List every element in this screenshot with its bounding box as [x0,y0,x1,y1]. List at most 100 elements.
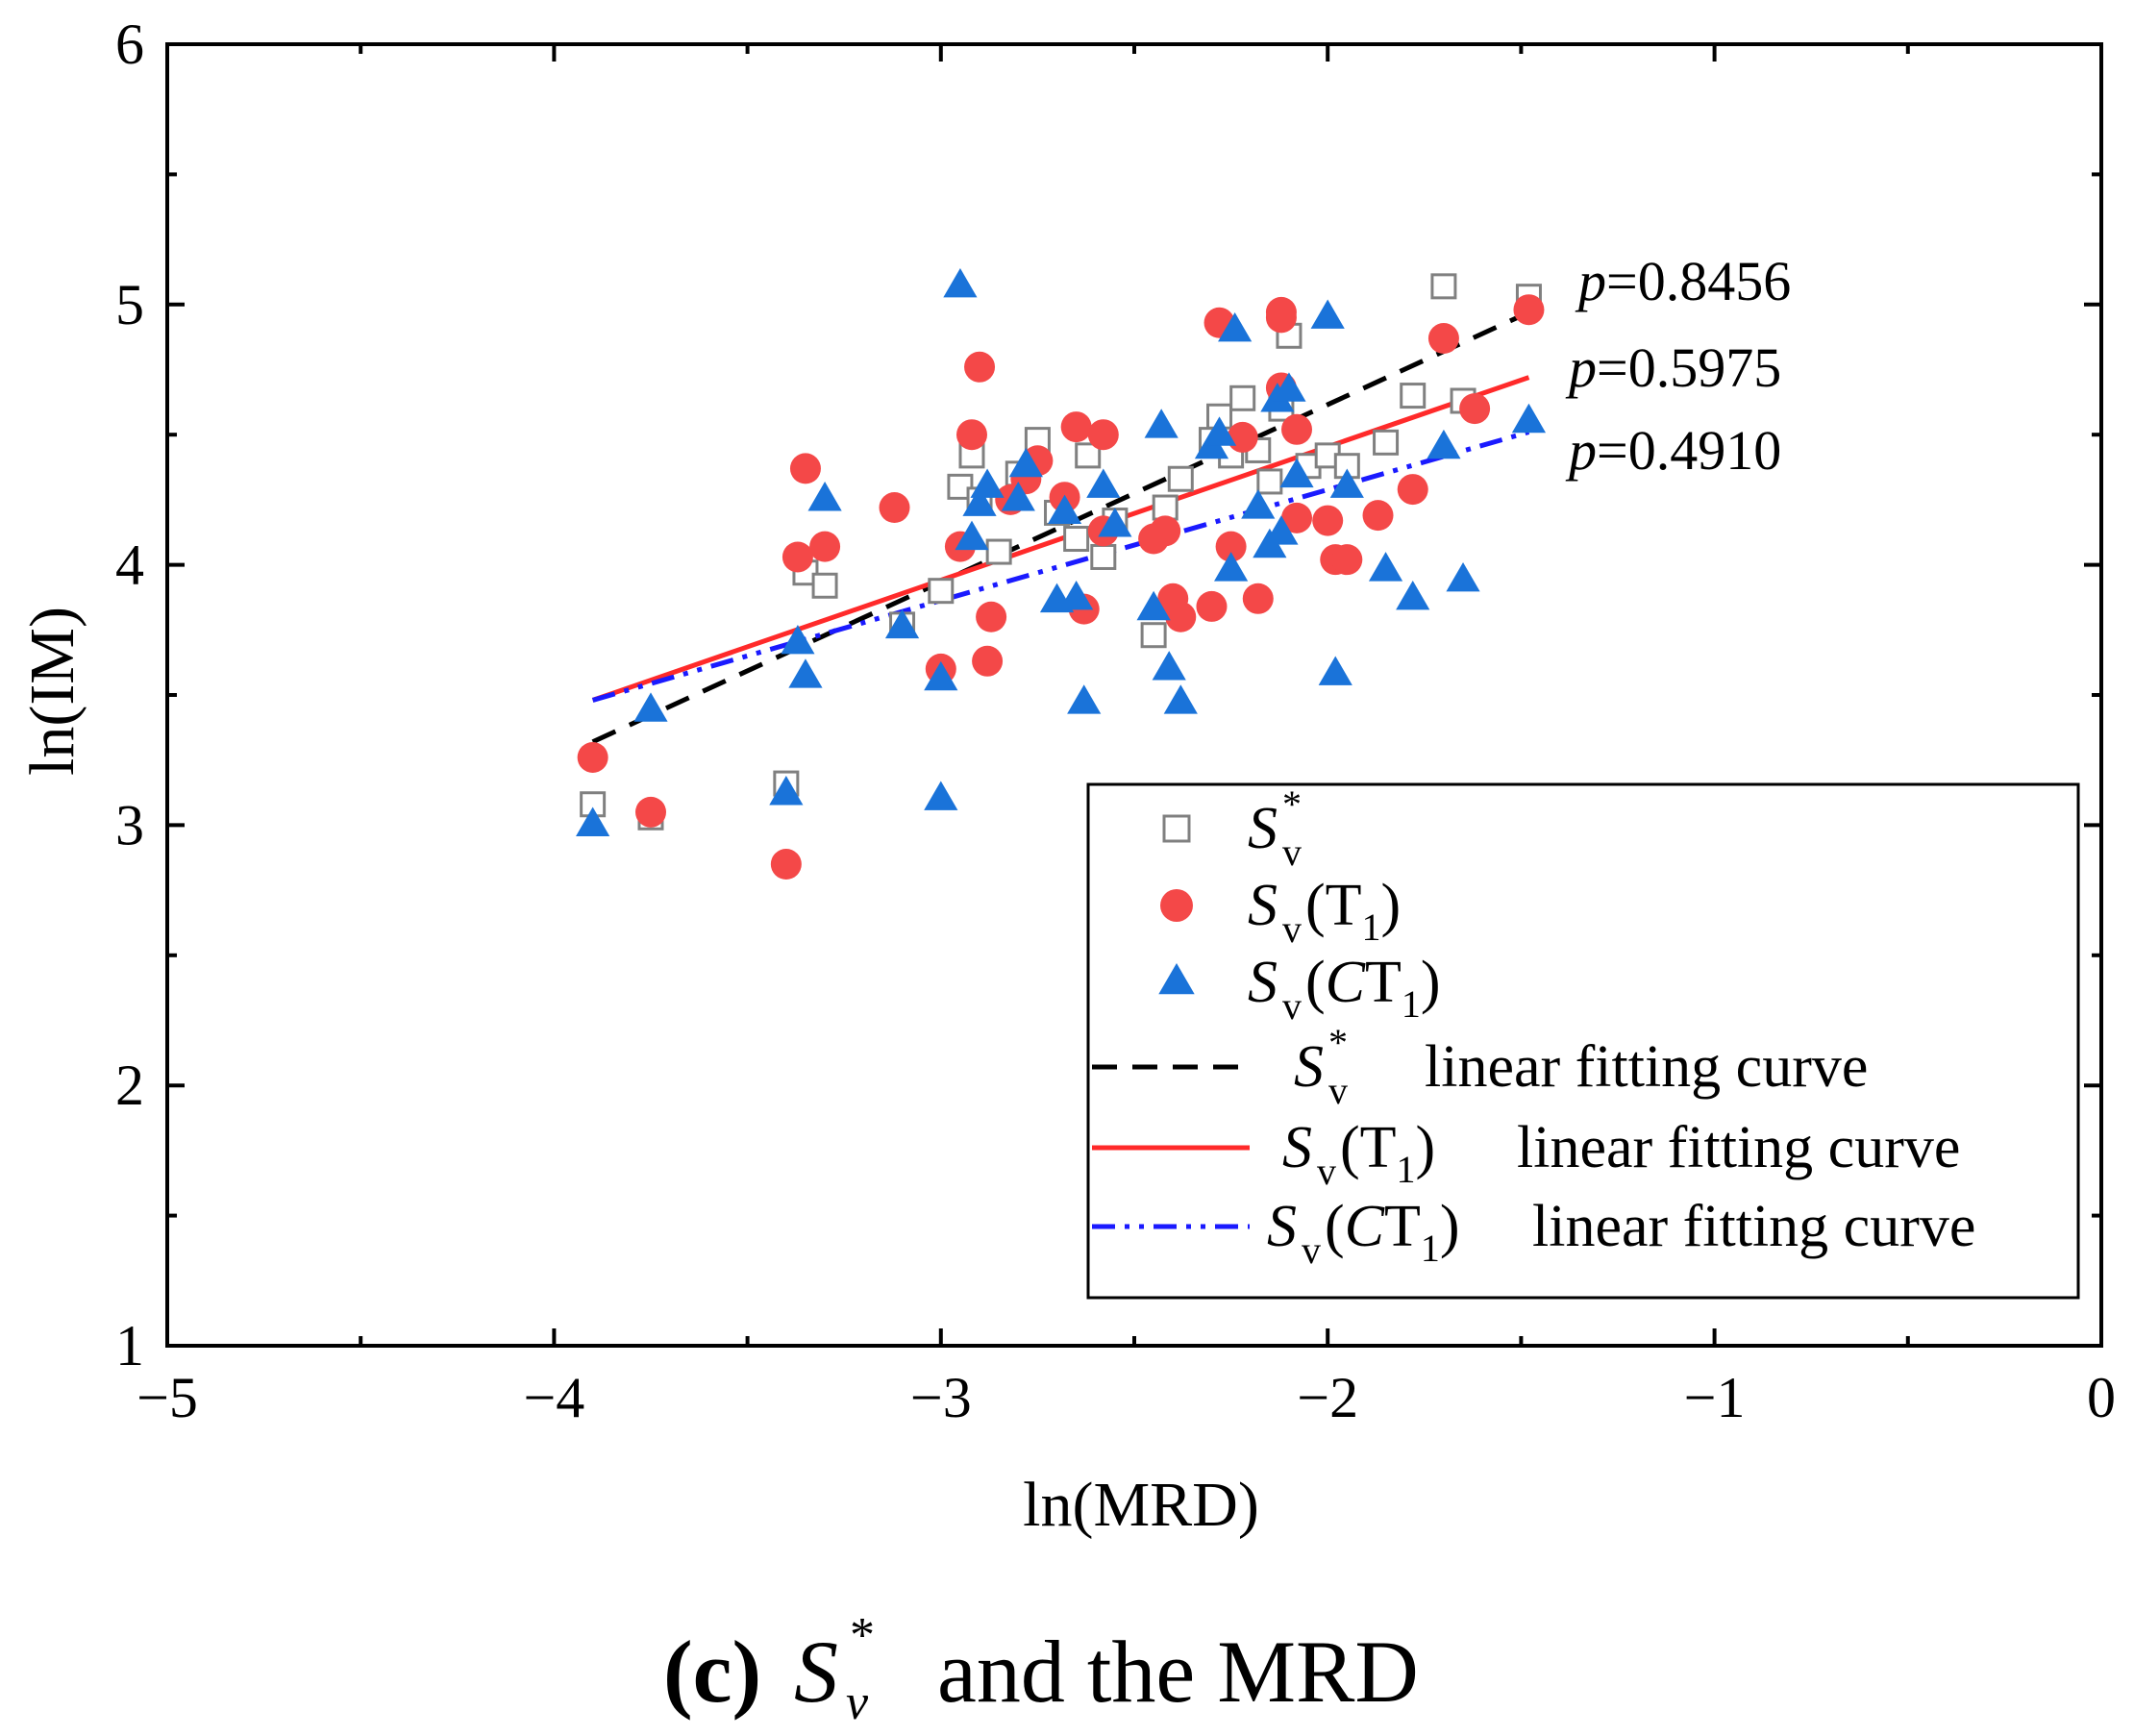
legend-sub: v [1302,1228,1321,1272]
legend-paren: (T1) [1340,1115,1435,1191]
data-point [928,578,955,605]
data-point [924,660,958,691]
legend-marker [1160,889,1193,922]
data-point [1427,323,1459,355]
data-point [985,538,1012,565]
legend-symbol: S [1248,873,1278,938]
legend-label: S * v [1294,1021,1348,1112]
data-point [1140,622,1167,649]
data-point [1279,458,1314,488]
legend-paren: (CT1) [1325,1194,1460,1270]
data-point [1075,442,1102,469]
data-point [1060,411,1092,443]
data-point [1272,372,1306,402]
legend-sup: * [1282,782,1302,826]
legend-symbol: S [1282,1115,1312,1180]
legend-marker [1162,814,1191,843]
data-point [976,601,1007,632]
data-point [788,658,823,688]
data-point [1368,552,1403,582]
axes: −5 −4 −3 −2 −1 0 1 2 3 4 5 6 [115,12,2116,1429]
data-point [1513,294,1545,326]
data-point [1090,543,1117,570]
legend-fit-text: linear fitting curve [1425,1034,1868,1100]
data-point [1086,468,1121,498]
data-point [1047,494,1082,524]
data-point [1430,273,1457,300]
data-point [770,849,802,880]
data-point [1256,468,1283,495]
figure-caption: (c) S * v and the MRD [663,1608,1419,1730]
data-point [1329,468,1364,498]
caption-letter: (c) [663,1623,761,1721]
data-point [972,645,1004,677]
x-tick-label: −2 [1297,1366,1358,1429]
legend-symbol: S [1248,796,1278,861]
data-point [1163,684,1198,714]
data-point [789,453,821,484]
legend-symbol: S [1267,1194,1297,1259]
fit-lines [591,310,1530,745]
legend-paren: (T1) [1305,873,1401,949]
series-0 [580,273,1542,831]
data-point [577,741,608,773]
fit-line-2 [591,430,1530,703]
data-point [943,267,978,298]
data-point [1218,312,1253,342]
data-point [1310,299,1345,329]
caption-sup: * [850,1608,875,1663]
data-point [1511,403,1547,434]
legend: S *vS v (T1)S v (CT1)S *v linear fitting curveS… [1086,782,2080,1300]
data-point [1396,580,1430,610]
fit-line-0 [591,310,1530,745]
legend-paren: (CT1) [1305,950,1441,1026]
legend-sub: v [1282,907,1302,951]
y-tick-label: 2 [115,1054,144,1117]
data-point [1063,526,1090,553]
y-tick-label: 6 [115,12,144,76]
data-point [1008,447,1043,478]
x-axis-title: ln(MRD) [1023,1470,1259,1540]
legend-fit-text: linear fitting curve [1517,1115,1960,1180]
x-tick-label: 0 [2087,1366,2116,1429]
data-point [962,486,997,516]
data-point [1264,515,1299,545]
data-point [811,572,838,599]
x-tick-label: −1 [1684,1366,1746,1429]
legend-sub: v [1282,984,1302,1028]
data-point [1281,413,1313,445]
series-2 [576,267,1547,836]
data-point [1196,590,1228,622]
data-point [1136,590,1171,621]
legend-box [1086,782,2080,1300]
data-point [781,624,815,655]
caption-symbol: S [794,1623,838,1721]
data-point [1214,552,1249,582]
data-point [809,531,841,562]
data-points [576,267,1547,880]
data-point [633,692,668,722]
data-point [1165,601,1197,632]
data-point [1229,384,1256,411]
data-point [1265,296,1297,328]
data-point [1087,419,1119,451]
data-point [576,806,610,836]
data-point [1167,465,1194,492]
data-point [1067,684,1102,714]
data-point [1397,474,1428,506]
p-value-labels: p=0.8456 p=0.5975 p=0.4910 [1565,250,1791,482]
data-point [970,468,1005,498]
data-point [807,482,842,511]
data-point [1362,500,1394,532]
p-value-label: p=0.8456 [1575,250,1791,312]
data-point [964,351,996,383]
x-tick-label: −4 [523,1366,584,1429]
data-point [1152,651,1186,681]
legend-symbol: S [1248,950,1278,1015]
x-tick-label: −3 [910,1366,972,1429]
data-point [1373,429,1400,456]
legend-fit-text: linear fitting curve [1532,1194,1975,1259]
